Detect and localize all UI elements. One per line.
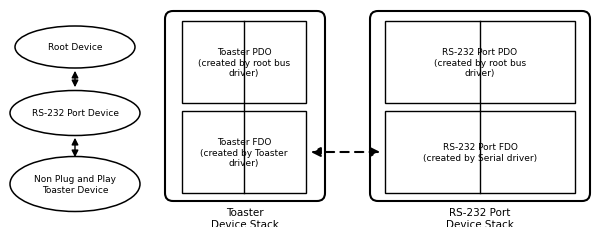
Text: RS-232 Port Device: RS-232 Port Device (31, 109, 119, 118)
FancyBboxPatch shape (370, 12, 590, 201)
Text: Toaster FDO
(created by Toaster
driver): Toaster FDO (created by Toaster driver) (200, 138, 288, 167)
Text: Non Plug and Play
Toaster Device: Non Plug and Play Toaster Device (34, 175, 116, 194)
Ellipse shape (10, 91, 140, 136)
Text: RS-232 Port FDO
(created by Serial driver): RS-232 Port FDO (created by Serial drive… (423, 143, 537, 162)
Text: Toaster PDO
(created by root bus
driver): Toaster PDO (created by root bus driver) (198, 48, 290, 78)
Text: RS-232 Port PDO
(created by root bus
driver): RS-232 Port PDO (created by root bus dri… (434, 48, 526, 78)
Text: Root Device: Root Device (48, 43, 102, 52)
FancyBboxPatch shape (165, 12, 325, 201)
FancyBboxPatch shape (182, 22, 306, 104)
FancyBboxPatch shape (385, 22, 575, 104)
Text: Toaster
Device Stack: Toaster Device Stack (211, 207, 279, 227)
Text: RS-232 Port
Device Stack: RS-232 Port Device Stack (446, 207, 514, 227)
FancyBboxPatch shape (182, 111, 306, 193)
Ellipse shape (10, 157, 140, 212)
Ellipse shape (15, 27, 135, 69)
FancyBboxPatch shape (385, 111, 575, 193)
